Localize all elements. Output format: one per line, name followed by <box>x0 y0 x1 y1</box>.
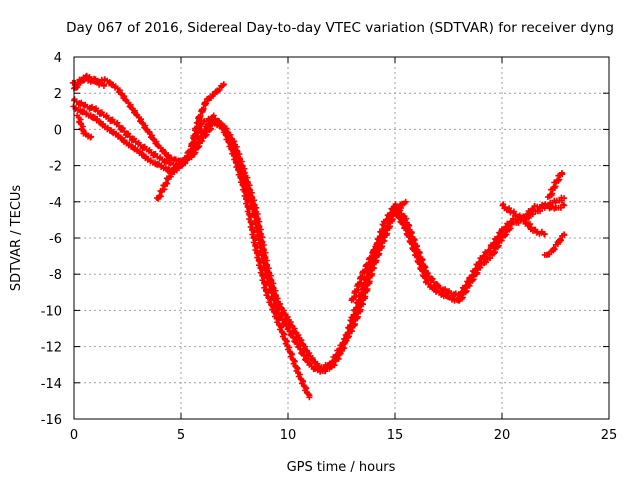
series-track-i <box>499 201 548 238</box>
y-tick-label: 4 <box>54 51 62 66</box>
data-markers <box>348 198 409 304</box>
chart-title: Day 067 of 2016, Sidereal Day-to-day VTE… <box>66 20 614 36</box>
y-tick-label: 0 <box>54 123 62 138</box>
series-track-h <box>348 198 409 304</box>
y-tick-label: -4 <box>49 196 62 211</box>
y-axis-label: SDTVAR / TECUs <box>9 185 24 292</box>
x-tick-label: 0 <box>70 428 78 443</box>
y-tick-label: -12 <box>41 341 62 356</box>
x-axis-label: GPS time / hours <box>287 460 396 475</box>
series-track-f <box>74 112 95 141</box>
x-tick-label: 5 <box>177 428 185 443</box>
data-markers <box>541 231 568 258</box>
x-tick-label: 10 <box>280 428 297 443</box>
y-tick-label: -10 <box>41 304 62 319</box>
data-markers <box>188 81 227 150</box>
y-tick-label: -8 <box>49 268 62 283</box>
data-markers <box>69 74 568 371</box>
data-series <box>69 72 568 401</box>
series-track-a <box>69 74 568 371</box>
data-markers <box>74 112 95 141</box>
y-tick-label: -16 <box>41 413 62 428</box>
series-track-d <box>188 81 227 150</box>
series-track-g <box>154 158 189 202</box>
y-tick-label: -6 <box>49 232 62 247</box>
y-tick-label: -14 <box>41 377 62 392</box>
data-markers <box>544 169 566 200</box>
y-tick-label: -2 <box>49 160 62 175</box>
series-track-b <box>71 96 568 375</box>
data-markers <box>71 96 568 375</box>
data-markers <box>154 158 189 202</box>
grid <box>74 57 609 419</box>
series-track-k <box>544 169 566 200</box>
series-track-j <box>541 231 568 258</box>
x-tick-label: 25 <box>601 428 618 443</box>
x-tick-label: 20 <box>494 428 511 443</box>
y-tick-label: 2 <box>54 87 62 102</box>
data-markers <box>499 201 548 238</box>
x-tick-label: 15 <box>387 428 404 443</box>
